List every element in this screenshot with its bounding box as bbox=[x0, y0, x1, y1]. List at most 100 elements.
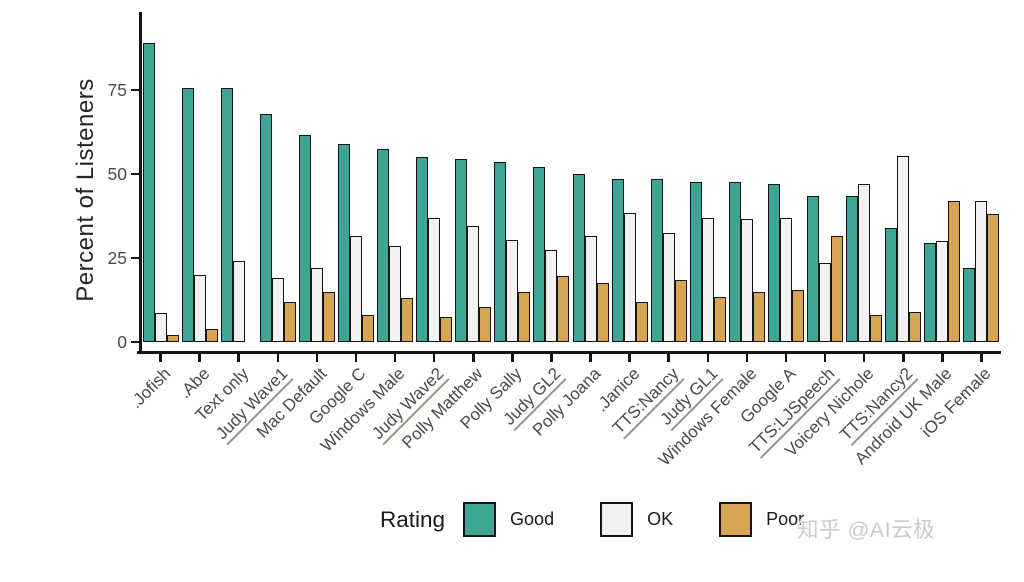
x-tick-mark bbox=[511, 354, 514, 362]
bar-good-Windows Female bbox=[728, 182, 741, 342]
y-tick-label: 25 bbox=[107, 248, 127, 268]
bar-ok-Windows Male bbox=[389, 246, 402, 342]
x-tick-mark bbox=[471, 354, 475, 362]
bar-poor-Mac Default bbox=[322, 291, 335, 342]
bar-poor-iOS Female bbox=[987, 214, 1000, 342]
bar-ok-Judy GL2 bbox=[545, 249, 558, 342]
x-tick-mark bbox=[628, 354, 631, 362]
y-tick-mark bbox=[131, 340, 139, 344]
y-tick-label: 0 bbox=[117, 332, 127, 352]
bar-poor-Polly Joana bbox=[596, 283, 609, 342]
bar-ok-Polly Matthew bbox=[467, 226, 480, 342]
bar-good-TTS:LJSpeech bbox=[807, 195, 820, 342]
bar-ok-iOS Female bbox=[975, 200, 988, 342]
bar-good-TTS:Nancy2 bbox=[885, 227, 898, 342]
bar-poor-.Janice bbox=[635, 301, 648, 342]
bar-poor-Judy Wave1 bbox=[283, 301, 296, 342]
x-tick-mark bbox=[354, 354, 358, 362]
bar-ok-Judy Wave2 bbox=[428, 217, 441, 342]
legend-swatch-ok bbox=[600, 502, 634, 537]
bar-poor-Judy GL2 bbox=[557, 276, 570, 342]
x-tick-mark bbox=[706, 354, 710, 362]
bar-ok-Mac Default bbox=[310, 268, 323, 342]
x-tick-mark bbox=[667, 354, 671, 362]
bar-ok-Google C bbox=[350, 236, 362, 342]
x-axis-line bbox=[137, 351, 1001, 354]
bar-poor-Polly Sally bbox=[518, 291, 531, 342]
bar-poor-Google A bbox=[792, 289, 804, 342]
bar-poor-Voicery Nichole bbox=[870, 315, 883, 342]
x-tick-mark bbox=[198, 354, 201, 362]
x-tick-mark bbox=[941, 354, 944, 362]
bar-good-Judy Wave2 bbox=[416, 157, 429, 342]
watermark: 知乎 @AI云极 bbox=[797, 518, 936, 542]
legend-label: Poor bbox=[766, 509, 805, 529]
bar-good-.Jofish bbox=[142, 42, 155, 342]
bar-good-.Janice bbox=[611, 179, 624, 342]
legend-item-good: Good bbox=[463, 502, 554, 537]
bar-ok-Google A bbox=[780, 217, 792, 342]
bar-poor-.Jofish bbox=[166, 335, 179, 342]
x-tick-mark bbox=[784, 354, 788, 362]
bar-good-Mac Default bbox=[298, 135, 311, 342]
x-tick-mark bbox=[980, 354, 983, 362]
x-tick-mark bbox=[862, 354, 866, 362]
bar-poor-Google C bbox=[362, 315, 374, 342]
bar-poor-Android UK Male bbox=[948, 200, 961, 342]
bar-poor-.Abe bbox=[205, 328, 218, 342]
x-tick-mark bbox=[823, 354, 827, 362]
bar-poor-TTS:LJSpeech bbox=[831, 236, 844, 342]
bar-good-Judy GL2 bbox=[533, 167, 546, 342]
bar-poor-Judy GL1 bbox=[713, 296, 726, 342]
legend-item-poor: Poor bbox=[719, 502, 804, 537]
bar-ok-Judy Wave1 bbox=[271, 278, 284, 342]
legend-item-ok: OK bbox=[600, 502, 673, 537]
y-tick-label: 50 bbox=[107, 164, 127, 184]
bar-poor-Polly Matthew bbox=[479, 306, 492, 342]
bar-poor-TTS:Nancy2 bbox=[909, 311, 922, 342]
x-tick-mark bbox=[589, 354, 592, 362]
bar-good-TTS:Nancy bbox=[650, 179, 663, 342]
bar-good-Polly Sally bbox=[494, 162, 507, 342]
bar-ok-TTS:Nancy bbox=[662, 232, 675, 342]
bar-ok-.Janice bbox=[623, 212, 636, 342]
legend-label: Good bbox=[510, 509, 555, 529]
x-tick-mark bbox=[550, 354, 553, 362]
x-tick-mark bbox=[901, 354, 905, 362]
y-tick-mark bbox=[131, 88, 139, 92]
x-tick-mark bbox=[315, 354, 319, 362]
bar-good-Polly Matthew bbox=[455, 158, 468, 342]
bar-poor-TTS:Nancy bbox=[674, 279, 687, 342]
x-tick-mark bbox=[745, 354, 749, 362]
x-tick-mark bbox=[432, 354, 436, 362]
y-tick-mark bbox=[131, 172, 139, 176]
bar-ok-Judy GL1 bbox=[701, 217, 714, 342]
bar-good-Google C bbox=[338, 143, 350, 342]
bar-good-Polly Joana bbox=[572, 174, 585, 342]
bar-good-Google A bbox=[768, 184, 780, 342]
bar-good-.Abe bbox=[181, 88, 194, 342]
legend: Rating Good OK Poor bbox=[380, 502, 804, 537]
bar-ok-Windows Female bbox=[740, 219, 753, 342]
x-tick-mark bbox=[393, 354, 397, 362]
x-tick-mark bbox=[276, 354, 280, 362]
x-tick-mark bbox=[237, 354, 241, 362]
bar-good-Text only bbox=[220, 88, 233, 342]
legend-swatch-good bbox=[463, 502, 497, 537]
bar-good-Android UK Male bbox=[924, 242, 937, 342]
bar-good-Windows Male bbox=[377, 148, 390, 342]
y-tick-label: 75 bbox=[107, 80, 127, 100]
bar-ok-Polly Sally bbox=[506, 239, 519, 342]
bar-ok-.Abe bbox=[193, 274, 206, 342]
legend-label: OK bbox=[647, 509, 674, 529]
bar-ok-Voicery Nichole bbox=[858, 184, 871, 342]
bar-poor-Windows Male bbox=[401, 298, 414, 342]
bar-ok-Android UK Male bbox=[936, 241, 949, 342]
bar-good-Judy Wave1 bbox=[259, 113, 272, 342]
bar-poor-Windows Female bbox=[752, 291, 765, 342]
bar-ok-Polly Joana bbox=[584, 236, 597, 342]
bar-poor-Judy Wave2 bbox=[440, 316, 453, 342]
bar-good-iOS Female bbox=[963, 268, 976, 342]
bar-good-Judy GL1 bbox=[689, 182, 702, 342]
